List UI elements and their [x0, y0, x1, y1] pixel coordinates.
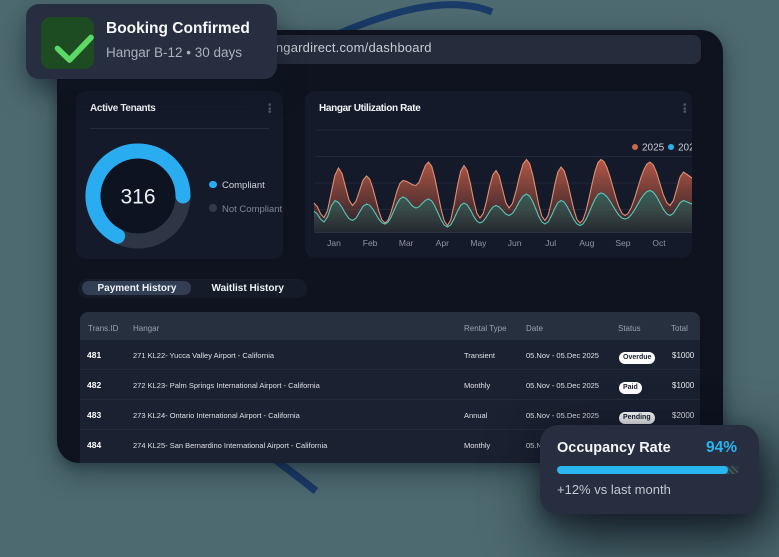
svg-text:Jun: Jun: [508, 238, 522, 248]
svg-text:Jul: Jul: [545, 238, 556, 248]
svg-text:Jan: Jan: [327, 238, 341, 248]
svg-text:2025: 2025: [642, 143, 665, 154]
svg-text:May: May: [470, 238, 487, 248]
svg-text:Apr: Apr: [436, 238, 449, 248]
svg-text:Aug: Aug: [579, 238, 594, 248]
svg-text:Feb: Feb: [363, 238, 378, 248]
svg-text:316: 316: [120, 186, 155, 209]
svg-text:Mar: Mar: [399, 238, 414, 248]
svg-text:2024: 2024: [678, 143, 692, 154]
svg-text:Sep: Sep: [615, 238, 630, 248]
svg-text:Oct: Oct: [652, 238, 666, 248]
